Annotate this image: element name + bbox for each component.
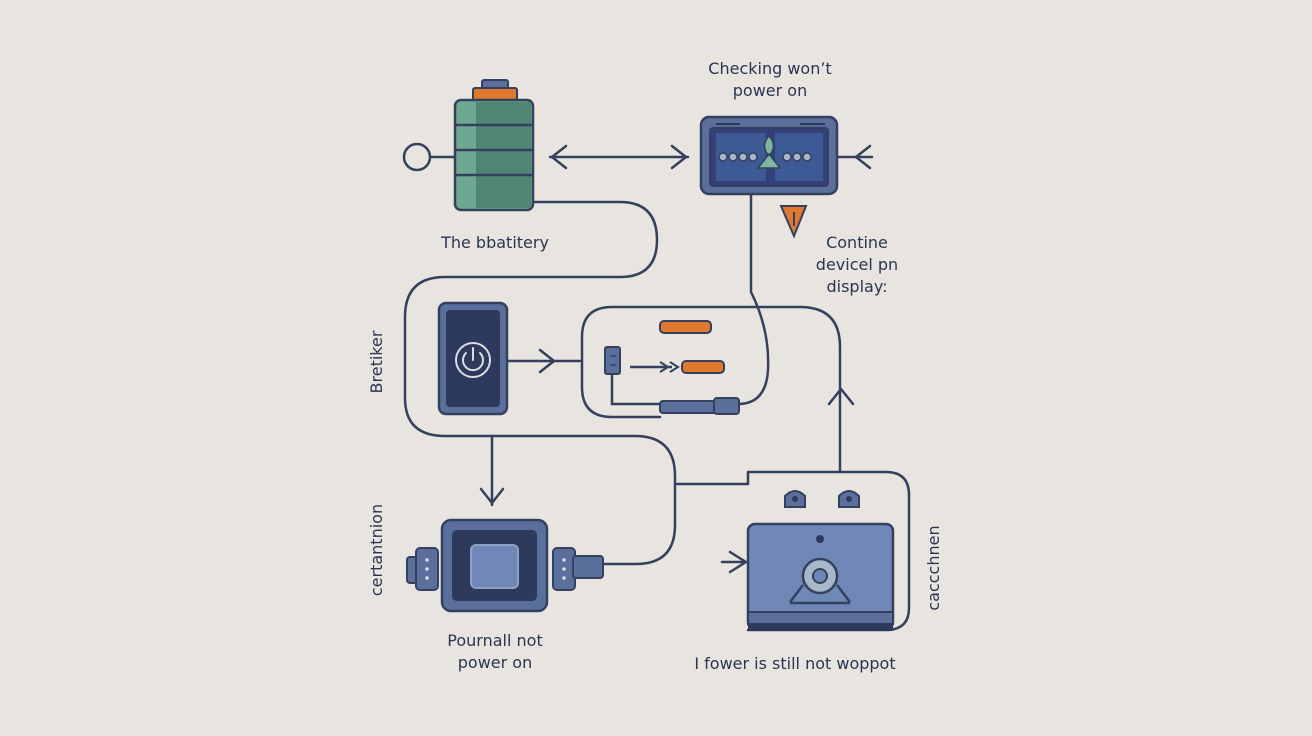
cable-panel-outline [580,305,842,474]
upward-arrow [827,387,855,406]
top-right-label: Checking won’t power on [708,59,832,100]
screen-icon [699,115,839,196]
battery-monitor-arrow [548,144,690,170]
phone-to-chip-arrow [479,434,505,507]
device-left-arrow [720,550,748,574]
device-outline [675,470,911,632]
battery-icon [453,79,535,212]
right-vertical-label: caccchnen [924,525,943,611]
bottom-right-label: I fower is still not woppot [694,654,896,673]
charging-cable-icon [604,320,740,415]
phone-power-icon [437,301,509,416]
right-mid-label: Contine devicel pn display: [815,233,899,296]
battery-label: The bbatitery [441,233,549,252]
warning-arrow-icon [779,205,808,239]
bottom-left-label: Pournall not power on [447,631,543,672]
left-lower-vertical-label: certantnion [367,503,386,597]
battery-input-connector [402,142,457,172]
battery-to-phone-line [403,200,677,566]
phone-to-cable-arrow [505,348,582,374]
device-speaker-icon [746,490,895,631]
chip-icon [406,518,604,613]
monitor-down-cable [736,192,770,406]
monitor-input-arrow [834,144,874,170]
left-vertical-label: Bretiker [367,330,386,394]
